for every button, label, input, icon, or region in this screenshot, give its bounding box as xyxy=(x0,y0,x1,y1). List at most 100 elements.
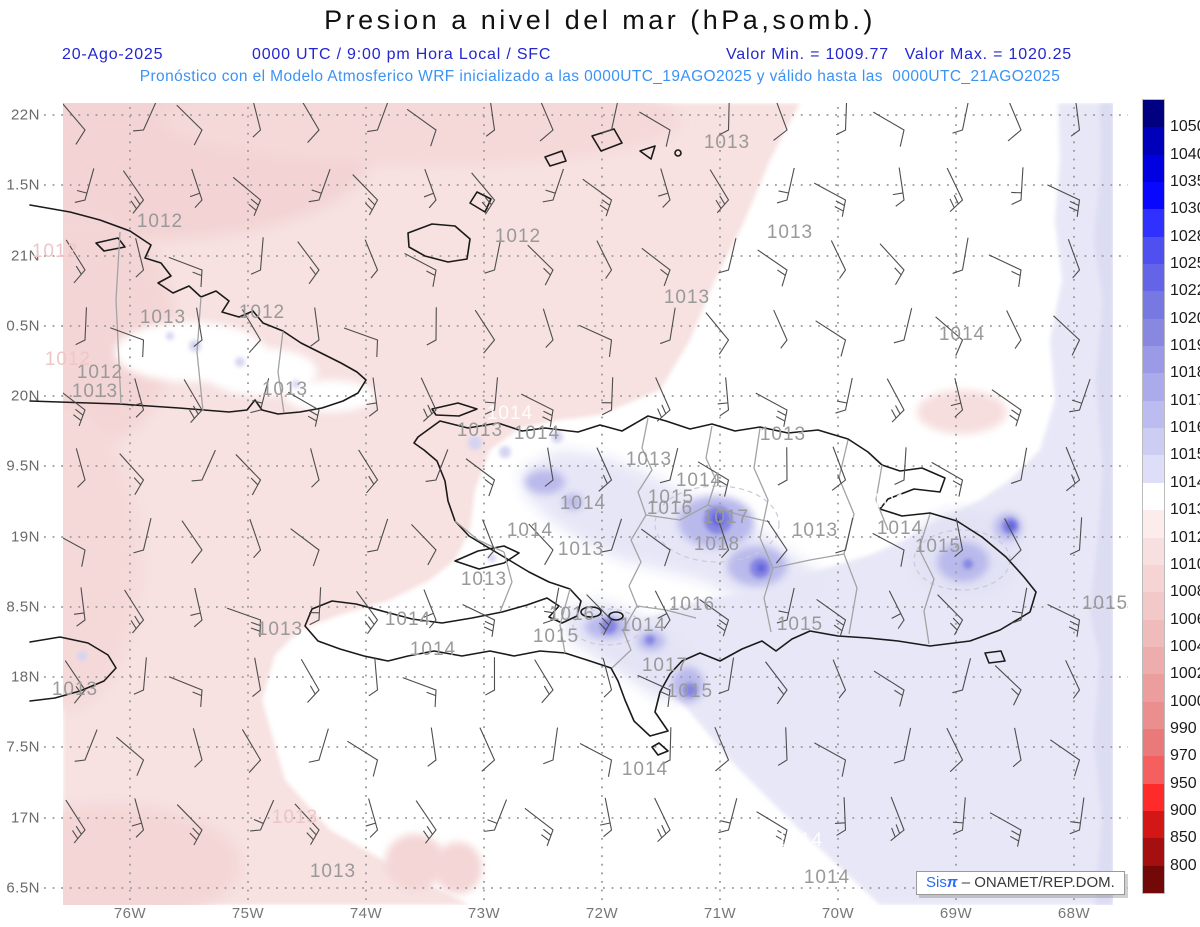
contour-label: 1013 xyxy=(766,222,814,243)
wind-barb-icon xyxy=(654,797,671,843)
wind-barb-icon xyxy=(404,252,437,287)
contour-label: 1014 xyxy=(938,324,986,345)
wind-barb-icon xyxy=(190,587,203,628)
contour-label: 1013 xyxy=(71,381,119,402)
colorbar-label: 1030 xyxy=(1170,200,1200,218)
wind-barb-icon xyxy=(294,803,320,846)
wind-barb-icon xyxy=(873,670,905,707)
wind-barb-icon xyxy=(717,377,730,417)
wind-barb-icon xyxy=(586,594,613,636)
wind-barb-icon xyxy=(654,590,671,629)
wind-barb-icon xyxy=(773,103,788,141)
wind-barb-icon xyxy=(989,812,1022,847)
wind-barb-icon xyxy=(543,727,559,765)
wind-barb-icon xyxy=(1069,378,1091,413)
wind-barb-icon xyxy=(893,727,912,764)
wind-barb-icon xyxy=(133,103,158,132)
contour-label: 1013 xyxy=(703,132,751,153)
wind-barb-icon xyxy=(241,729,262,774)
wind-barb-icon xyxy=(835,103,848,136)
wind-barb-icon xyxy=(578,324,613,357)
wind-barb-icon xyxy=(931,461,964,497)
contour-label: 1012 xyxy=(494,226,542,247)
wind-barb-icon xyxy=(308,728,329,763)
contour-label: 1012 xyxy=(136,211,184,232)
wind-barb-icon xyxy=(300,103,320,143)
colorbar-segment xyxy=(1143,728,1164,757)
colorbar-segment xyxy=(1143,810,1164,839)
wind-barb-icon xyxy=(718,657,735,695)
colorbar-segment xyxy=(1143,646,1164,675)
colorbar-segment xyxy=(1143,865,1164,894)
wind-barb-icon xyxy=(1069,797,1085,835)
wind-barb-icon xyxy=(297,241,320,285)
wind-barb-icon xyxy=(135,238,145,278)
colorbar-label: 1013 xyxy=(1170,501,1200,519)
colorbar-label: 990 xyxy=(1170,719,1197,737)
wind-barb-icon xyxy=(287,391,320,427)
wind-barb-icon xyxy=(937,594,964,636)
wind-barb-icon xyxy=(600,797,613,838)
wind-barb-icon xyxy=(250,237,264,275)
wind-barb-icon xyxy=(830,240,847,279)
colorbar-segment xyxy=(1143,400,1164,429)
wind-barb-icon xyxy=(524,807,554,847)
wind-barb-icon xyxy=(835,377,853,414)
lat-label: 8.5N xyxy=(6,598,40,616)
wind-barb-icon xyxy=(893,308,913,344)
wind-barb-icon xyxy=(75,448,86,488)
contour-label: 1017 xyxy=(641,655,689,676)
contour-label: 1014 xyxy=(409,639,457,660)
contour-label: 1013 xyxy=(663,287,711,308)
wind-barb-icon xyxy=(364,239,379,279)
wind-barb-icon xyxy=(542,308,554,348)
contour-label: 1014 xyxy=(776,830,824,851)
contour-label: 1014 xyxy=(675,470,723,491)
colorbar-segment xyxy=(1143,346,1164,374)
contour-label: 1013 xyxy=(557,539,605,560)
wind-barb-icon xyxy=(1047,184,1081,217)
colorbar-label: 970 xyxy=(1170,747,1197,765)
colorbar-label: 1004 xyxy=(1170,637,1200,655)
wind-barb-icon xyxy=(950,378,964,418)
contour-label: 1018 xyxy=(693,534,741,555)
wind-barb-icon xyxy=(367,103,390,133)
colorbar-label: 1025 xyxy=(1170,255,1200,273)
colorbar-segment xyxy=(1143,838,1164,867)
wind-barb-icon xyxy=(660,727,672,766)
lon-label: 74W xyxy=(349,905,383,922)
colorbar-label: 1014 xyxy=(1170,473,1200,491)
wind-barb-icon xyxy=(484,377,499,415)
wind-barb-icon xyxy=(65,799,86,844)
wind-barb-icon xyxy=(579,742,613,777)
wind-barb-icon xyxy=(765,661,788,705)
lon-label: 68W xyxy=(1057,905,1091,922)
wind-barb-icon xyxy=(482,519,496,559)
wind-barb-icon xyxy=(879,243,905,286)
wind-barb-icon xyxy=(75,307,88,346)
wind-barb-icon xyxy=(1006,310,1022,349)
colorbar-label: 1022 xyxy=(1170,282,1200,300)
wind-barb-icon xyxy=(116,736,145,776)
wind-barb-icon xyxy=(252,657,262,698)
wind-barb-icon xyxy=(474,309,496,354)
wind-barb-icon xyxy=(946,727,964,773)
wind-barb-icon xyxy=(835,517,854,554)
wind-barb-icon xyxy=(776,587,795,624)
lat-label: 18N xyxy=(10,668,40,686)
wind-barb-icon xyxy=(832,659,847,699)
wind-barb-icon xyxy=(74,729,98,762)
wind-barb-icon xyxy=(756,811,788,847)
wind-barb-icon xyxy=(411,524,437,566)
colorbar-segment xyxy=(1143,264,1164,292)
contour-label: 1014 xyxy=(871,491,919,512)
contour-label: 1013 xyxy=(759,424,807,445)
wind-barb-icon xyxy=(1010,587,1028,624)
wind-barb-icon xyxy=(347,740,379,777)
wind-barb-icon xyxy=(462,604,496,637)
wind-barb-icon xyxy=(64,660,86,704)
contour-label: 1015 xyxy=(1081,593,1129,614)
wind-barb-icon xyxy=(402,677,437,708)
colorbar-label: 1035 xyxy=(1170,173,1200,191)
wind-barb-icon xyxy=(952,797,966,835)
